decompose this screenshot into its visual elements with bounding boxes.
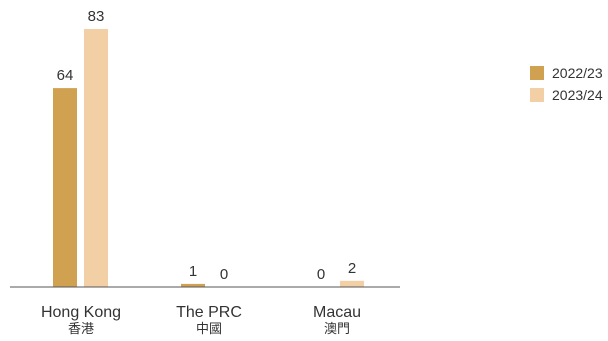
value-labels-layer: 64 83 1 0 0 2 [57, 8, 357, 283]
bars-layer [53, 29, 364, 287]
category-label-macau: Macau [313, 304, 361, 321]
category-label-hong-kong: Hong Kong [41, 304, 121, 321]
legend-label-2023-24: 2023/24 [552, 87, 603, 103]
legend-swatch-2022-23 [530, 66, 544, 80]
legend-swatch-2023-24 [530, 88, 544, 102]
legend: 2022/23 2023/24 [530, 65, 603, 103]
bar-macau-2023-24 [340, 280, 364, 287]
category-sublabel-the-prc: 中國 [196, 322, 222, 337]
bar-hong-kong-2023-24 [84, 29, 108, 287]
legend-item-2023-24: 2023/24 [530, 87, 603, 103]
category-sublabel-macau: 澳門 [324, 321, 350, 337]
category-sublabel-hong-kong: 香港 [68, 322, 94, 337]
value-label-macau-2022-23: 0 [317, 266, 325, 283]
bar-hong-kong-2022-23 [53, 88, 77, 287]
value-label-macau-2023-24: 2 [348, 260, 356, 277]
value-label-hong-kong-2022-23: 64 [57, 67, 74, 84]
bar-the-prc-2022-23 [181, 283, 205, 287]
value-label-the-prc-2023-24: 0 [220, 266, 228, 283]
category-label-the-prc: The PRC [176, 304, 242, 321]
legend-item-2022-23: 2022/23 [530, 65, 603, 81]
legend-label-2022-23: 2022/23 [552, 65, 603, 81]
value-label-the-prc-2022-23: 1 [189, 263, 197, 280]
value-label-hong-kong-2023-24: 83 [88, 8, 105, 25]
